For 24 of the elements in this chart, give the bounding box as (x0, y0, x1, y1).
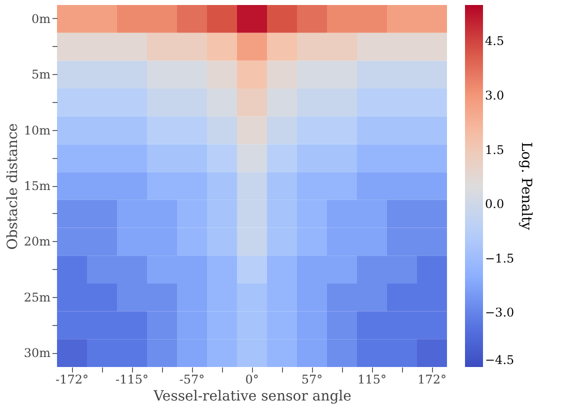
color-bar-label: −1.5 (485, 251, 514, 266)
color-bar-title: Log. Penalty (518, 142, 534, 230)
y-tick-label: 20m (24, 234, 52, 249)
y-tick-label: 10m (24, 123, 52, 138)
x-tick-label: -57° (179, 372, 205, 386)
color-bar-label: 0.0 (485, 197, 504, 212)
x-tick-label: -172° (56, 372, 88, 386)
y-tick-label: 30m (24, 346, 52, 360)
x-axis-title: Vessel-relative sensor angle (152, 388, 352, 404)
x-tick-label: 115° (358, 372, 386, 386)
color-bar-label: 3.0 (485, 88, 504, 102)
color-bar-label: 1.5 (485, 142, 504, 157)
y-axis-title: Obstacle distance (4, 123, 21, 250)
x-tick-label: -115° (116, 372, 148, 386)
y-tick-label: 5m (31, 68, 52, 82)
y-tick-label: 15m (24, 179, 52, 193)
color-bar-label: −3.0 (485, 306, 514, 320)
color-bar-label: 4.5 (485, 34, 504, 48)
x-tick-label: 57° (301, 372, 323, 386)
color-bar-label: −4.5 (485, 353, 514, 367)
y-tick-label: 0m (31, 12, 52, 26)
x-tick-label: 0° (245, 372, 259, 386)
x-tick-label: 172° (418, 372, 446, 386)
y-tick-label: 25m (24, 290, 52, 304)
